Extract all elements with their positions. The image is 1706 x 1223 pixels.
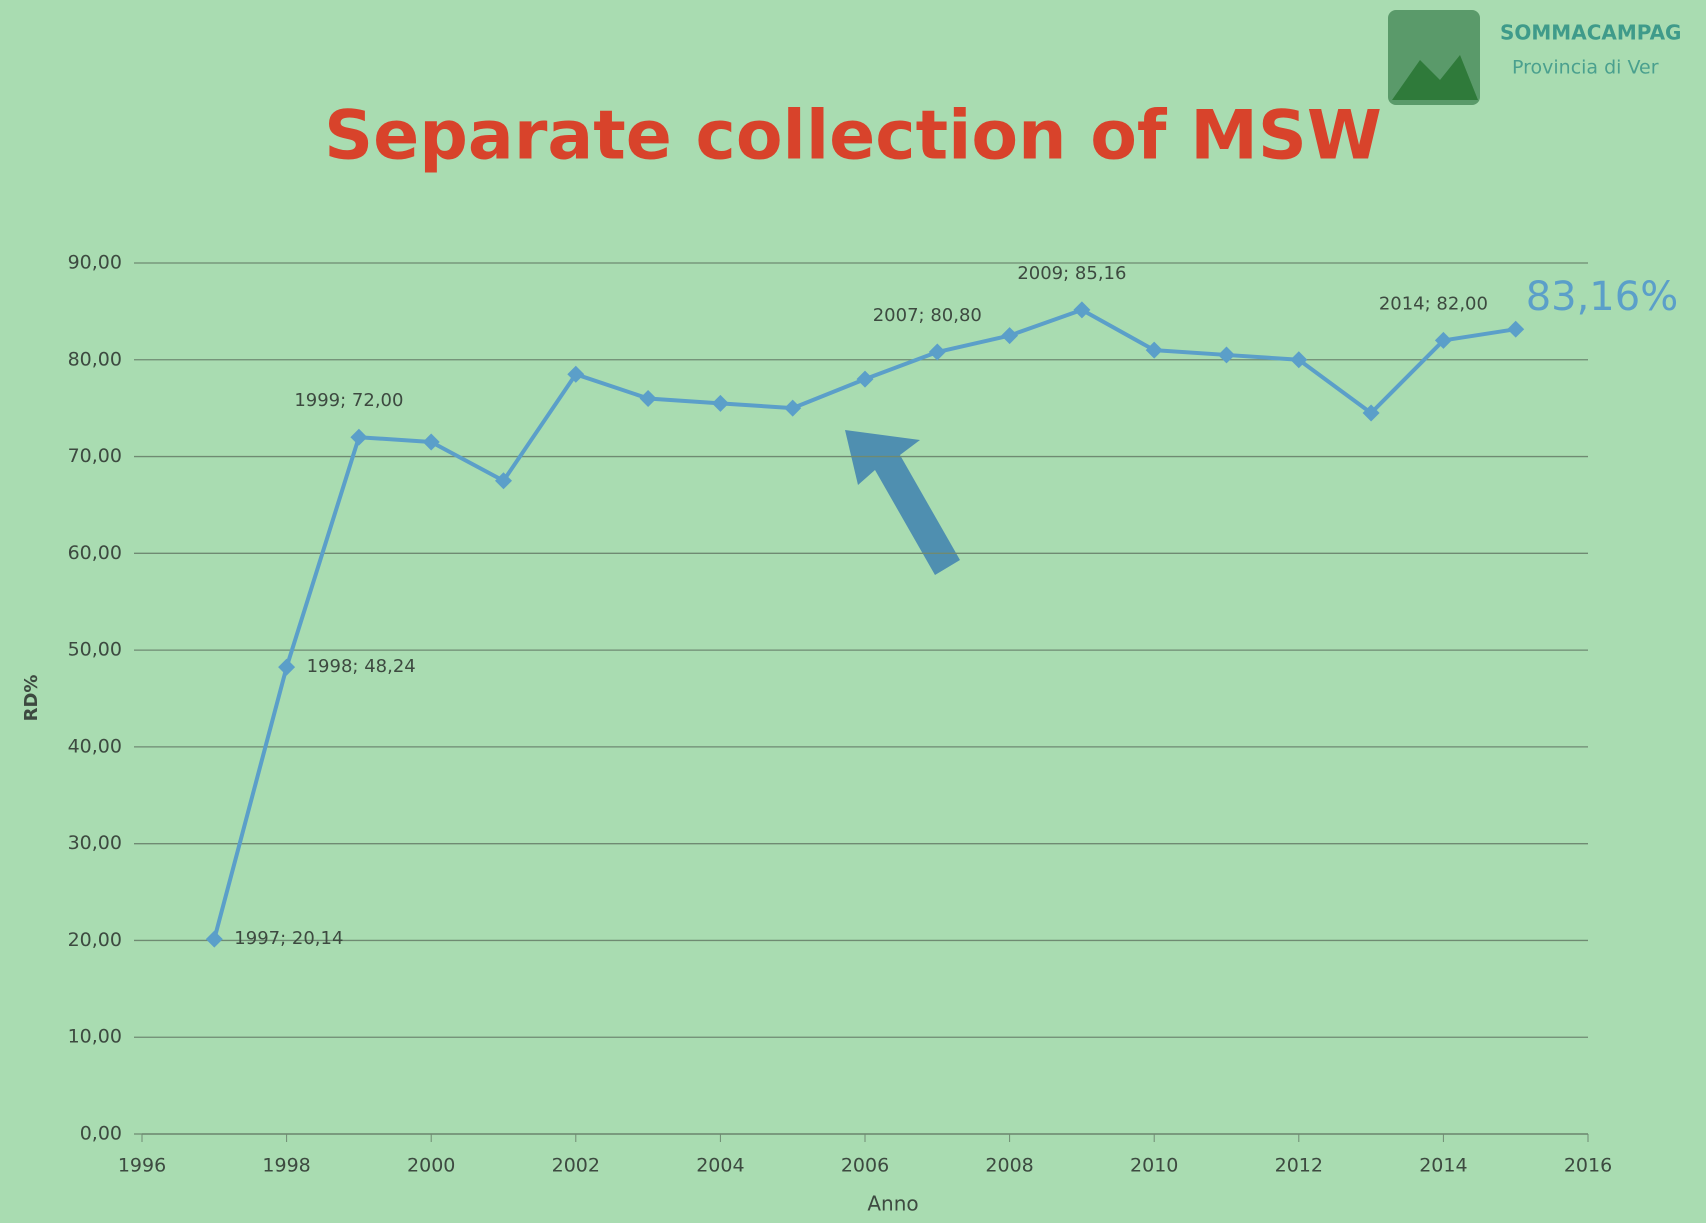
y-axis-label: RD%	[21, 675, 42, 722]
y-tick-label: 0,00	[80, 1123, 122, 1145]
x-tick-label: 2010	[1130, 1155, 1178, 1177]
marker	[857, 371, 874, 388]
x-tick-label: 2000	[407, 1155, 455, 1177]
y-tick-label: 90,00	[68, 252, 122, 274]
x-tick-label: 2016	[1564, 1155, 1612, 1177]
x-tick-label: 2004	[696, 1155, 744, 1177]
data-label: 1999; 72,00	[294, 390, 403, 411]
y-tick-label: 70,00	[68, 445, 122, 467]
marker	[784, 400, 801, 417]
marker	[712, 395, 729, 412]
marker	[640, 390, 657, 407]
page: {"header": {"logo_name": "SOMMACAMPAG", …	[0, 0, 1706, 1219]
marker	[1146, 342, 1163, 359]
x-tick-label: 2014	[1419, 1155, 1467, 1177]
marker	[206, 931, 223, 948]
marker	[1507, 321, 1524, 338]
y-tick-label: 80,00	[68, 348, 122, 370]
y-tick-label: 10,00	[68, 1026, 122, 1048]
data-label: 2009; 85,16	[1017, 263, 1126, 284]
logo-name: SOMMACAMPAG	[1500, 21, 1681, 45]
x-tick-label: 1998	[262, 1155, 310, 1177]
data-label: 2014; 82,00	[1379, 293, 1488, 314]
marker	[1218, 346, 1235, 363]
x-axis-label: Anno	[867, 1192, 918, 1216]
y-tick-label: 20,00	[68, 929, 122, 951]
y-tick-label: 50,00	[68, 639, 122, 661]
x-tick-label: 2008	[985, 1155, 1033, 1177]
x-tick-label: 2012	[1275, 1155, 1323, 1177]
y-tick-label: 60,00	[68, 542, 122, 564]
data-label: 2007; 80,80	[873, 305, 982, 326]
x-tick-label: 1996	[118, 1155, 166, 1177]
y-tick-label: 30,00	[68, 832, 122, 854]
chart-title: Separate collection of MSW	[324, 97, 1382, 176]
marker	[350, 429, 367, 446]
data-label: 1997; 20,14	[234, 928, 343, 949]
data-label: 1998; 48,24	[307, 656, 416, 677]
series-line	[214, 310, 1515, 939]
marker	[278, 659, 295, 676]
marker	[423, 434, 440, 451]
marker	[1001, 327, 1018, 344]
y-tick-label: 40,00	[68, 735, 122, 757]
marker	[929, 344, 946, 361]
x-tick-label: 2006	[841, 1155, 889, 1177]
logo-subtitle: Provincia di Ver	[1512, 57, 1659, 79]
annotation: 83,16%	[1526, 274, 1679, 320]
x-tick-label: 2002	[552, 1155, 600, 1177]
marker	[1073, 301, 1090, 318]
chart: SOMMACAMPAG Provincia di Ver Separate co…	[0, 0, 1706, 1219]
